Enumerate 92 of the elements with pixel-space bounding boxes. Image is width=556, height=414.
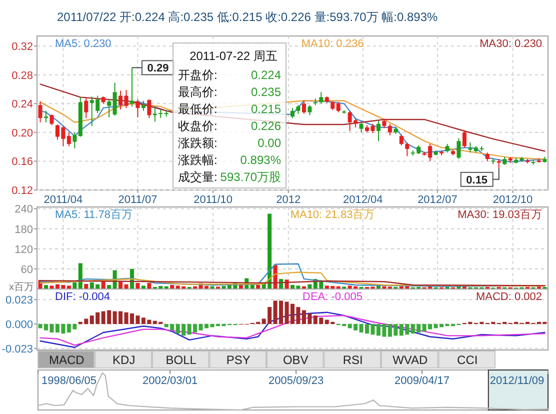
x-tick-label: 2009/04/17 bbox=[394, 375, 450, 387]
candlestick bbox=[336, 102, 340, 113]
candlestick bbox=[382, 118, 386, 129]
annotation: 0.15 bbox=[466, 174, 488, 186]
annotation: 涨跌幅: bbox=[178, 153, 218, 167]
y-tick-label: 0.28 bbox=[12, 70, 33, 82]
series-label: MACD: 0.002 bbox=[476, 291, 542, 303]
candlestick bbox=[319, 92, 324, 104]
text: MA30: 19.03百万 bbox=[458, 209, 542, 221]
text: MA10: 21.83百万 bbox=[290, 209, 375, 221]
text: MA30: 0.230 bbox=[480, 38, 542, 50]
annotation: 2011-07-22 周五 bbox=[190, 49, 278, 63]
candlestick bbox=[72, 132, 77, 149]
candlestick bbox=[290, 107, 295, 119]
bar bbox=[136, 282, 140, 289]
annotation: 0.226 bbox=[250, 119, 282, 133]
y-tick-label: -0.023 bbox=[2, 343, 33, 356]
candlestick bbox=[50, 114, 54, 126]
x-tick-label: 2011/07 bbox=[118, 194, 158, 206]
y-tick-label: 0.32 bbox=[12, 41, 33, 54]
bar bbox=[147, 282, 152, 289]
candlestick bbox=[456, 138, 461, 160]
annotation: 593.70万股 bbox=[220, 170, 281, 184]
x-tick-label: 1998/06/05 bbox=[41, 375, 97, 387]
candlestick bbox=[66, 132, 71, 147]
annotation: 开盘价: bbox=[178, 68, 218, 82]
annotation: 0.235 bbox=[250, 85, 282, 99]
candlestick bbox=[359, 122, 364, 133]
y-tick-label: 240 bbox=[14, 204, 33, 216]
candlestick bbox=[124, 89, 128, 108]
y-tick-label: 60 bbox=[20, 264, 33, 276]
text: WVAD bbox=[392, 353, 428, 367]
text: OBV bbox=[282, 353, 308, 367]
text: PSY bbox=[226, 353, 250, 367]
bar bbox=[72, 282, 77, 289]
x-tick-label: 2011/04 bbox=[44, 194, 83, 206]
y-tick-label: 120 bbox=[14, 244, 33, 256]
candlestick bbox=[399, 134, 404, 146]
candlestick bbox=[376, 120, 380, 142]
candlestick bbox=[38, 100, 42, 123]
candlestick bbox=[147, 98, 152, 119]
x-tick-label: 2012/11/09 bbox=[490, 375, 544, 387]
text: DIF: -0.004 bbox=[55, 291, 110, 303]
text: CCI bbox=[457, 353, 478, 367]
candlestick bbox=[84, 96, 88, 119]
chart-title: 2011/07/22 开:0.224 高:0.235 低:0.215 收:0.226 量:593.70万 幅:0.893% bbox=[57, 10, 438, 24]
y-tick-label: 0.12 bbox=[12, 185, 33, 197]
candlestick bbox=[118, 90, 123, 110]
x-tick-label: 2002/03/01 bbox=[142, 375, 198, 387]
candlestick bbox=[496, 158, 501, 169]
x-tick-label: 2011/10 bbox=[194, 194, 233, 206]
candlestick bbox=[462, 130, 466, 148]
y-tick-label: 0.000 bbox=[5, 319, 33, 332]
annotation: 0.00 bbox=[258, 136, 282, 150]
annotation: 0.893% bbox=[240, 153, 282, 167]
text: BOLL bbox=[166, 353, 197, 367]
x-tick-label: 2012/04 bbox=[343, 194, 383, 206]
annotation: 最高价: bbox=[178, 85, 218, 99]
candlestick bbox=[405, 142, 410, 157]
candlestick bbox=[136, 98, 140, 118]
series-label: DEA: -0.005 bbox=[302, 291, 362, 303]
candlestick bbox=[141, 100, 146, 112]
x-tick-label: 2012/07 bbox=[418, 194, 458, 206]
y-tick-label: 0.023 bbox=[5, 294, 33, 307]
y-tick-label: 0.24 bbox=[12, 98, 33, 111]
y-tick-label: 0.16 bbox=[12, 156, 33, 168]
annotation: 涨跌额: bbox=[178, 136, 218, 150]
candlestick bbox=[107, 98, 112, 118]
candlestick bbox=[388, 123, 392, 136]
annotation: 最低价: bbox=[178, 102, 218, 116]
candlestick bbox=[44, 110, 48, 123]
y-tick-label: 0.20 bbox=[12, 127, 33, 140]
annotation: 成交量: bbox=[178, 170, 218, 184]
x-tick-label: 2005/09/23 bbox=[268, 375, 324, 387]
y-axis-title: x百万 bbox=[9, 282, 34, 293]
annotation: 收盘价: bbox=[178, 119, 218, 133]
x-tick-label: 2012 bbox=[276, 194, 301, 206]
annotation: 0.29 bbox=[147, 62, 169, 75]
text: MA10: 0.236 bbox=[301, 38, 364, 50]
candlestick bbox=[308, 104, 312, 116]
text: MA5: 0.230 bbox=[55, 38, 112, 50]
annotation: 0.224 bbox=[250, 68, 282, 82]
text: RSI bbox=[342, 353, 363, 367]
x-tick-label: 2012/10 bbox=[492, 194, 533, 206]
text: MACD bbox=[48, 353, 85, 367]
text: MA5: 11.78百万 bbox=[55, 209, 132, 221]
line-series bbox=[40, 272, 546, 287]
text: KDJ bbox=[112, 353, 136, 367]
candlestick bbox=[112, 82, 117, 116]
candlestick bbox=[302, 100, 306, 114]
y-tick-label: 180 bbox=[14, 224, 33, 236]
annotation: 0.215 bbox=[250, 102, 282, 116]
